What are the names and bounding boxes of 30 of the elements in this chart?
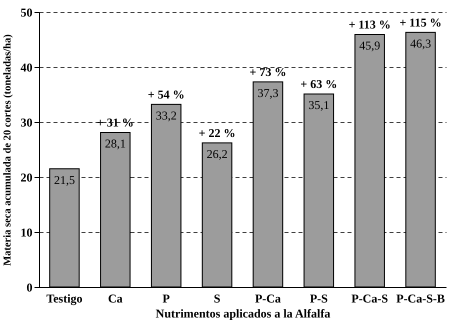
data-label: 45,9 bbox=[359, 38, 380, 53]
y-axis-title: Materia seca acumulada de 20 cortes (toneladas/ha) bbox=[2, 34, 14, 266]
data-label: 33,2 bbox=[156, 108, 177, 122]
annotation: + 113 % bbox=[348, 18, 391, 32]
y-tick-label: 50 bbox=[20, 6, 32, 20]
data-label: 46,3 bbox=[410, 36, 432, 50]
annotation: + 115 % bbox=[399, 15, 442, 30]
annotation: + 73 % bbox=[250, 64, 286, 79]
x-axis-title: Nutrimentos aplicados a la Alfalfa bbox=[156, 306, 330, 320]
x-tick-label: P-Ca-S bbox=[351, 292, 388, 306]
y-tick-label: 30 bbox=[20, 116, 32, 130]
x-tick-label: Ca bbox=[108, 292, 123, 306]
data-label: 26,2 bbox=[206, 146, 228, 161]
y-tick-label: 10 bbox=[20, 226, 32, 240]
y-tick-label: 0 bbox=[26, 280, 32, 294]
data-label: 37,3 bbox=[257, 86, 278, 100]
annotation: + 22 % bbox=[198, 126, 236, 140]
x-tick-label: P-Ca bbox=[254, 292, 281, 306]
x-tick-label: P-S bbox=[310, 292, 328, 306]
data-label: 35,1 bbox=[308, 98, 330, 112]
y-tick-label: 40 bbox=[20, 60, 32, 74]
x-tick-label: P-Ca-S-B bbox=[396, 292, 445, 306]
x-tick-label: S bbox=[214, 292, 221, 306]
x-tick-label: P bbox=[162, 292, 170, 306]
data-label: 21,5 bbox=[54, 172, 75, 187]
data-label: 28,1 bbox=[104, 136, 126, 150]
annotation: + 63 % bbox=[300, 76, 338, 91]
x-tick-label: Testigo bbox=[46, 292, 83, 306]
annotation: + 54 % bbox=[148, 87, 185, 102]
y-tick-label: 20 bbox=[20, 170, 32, 184]
